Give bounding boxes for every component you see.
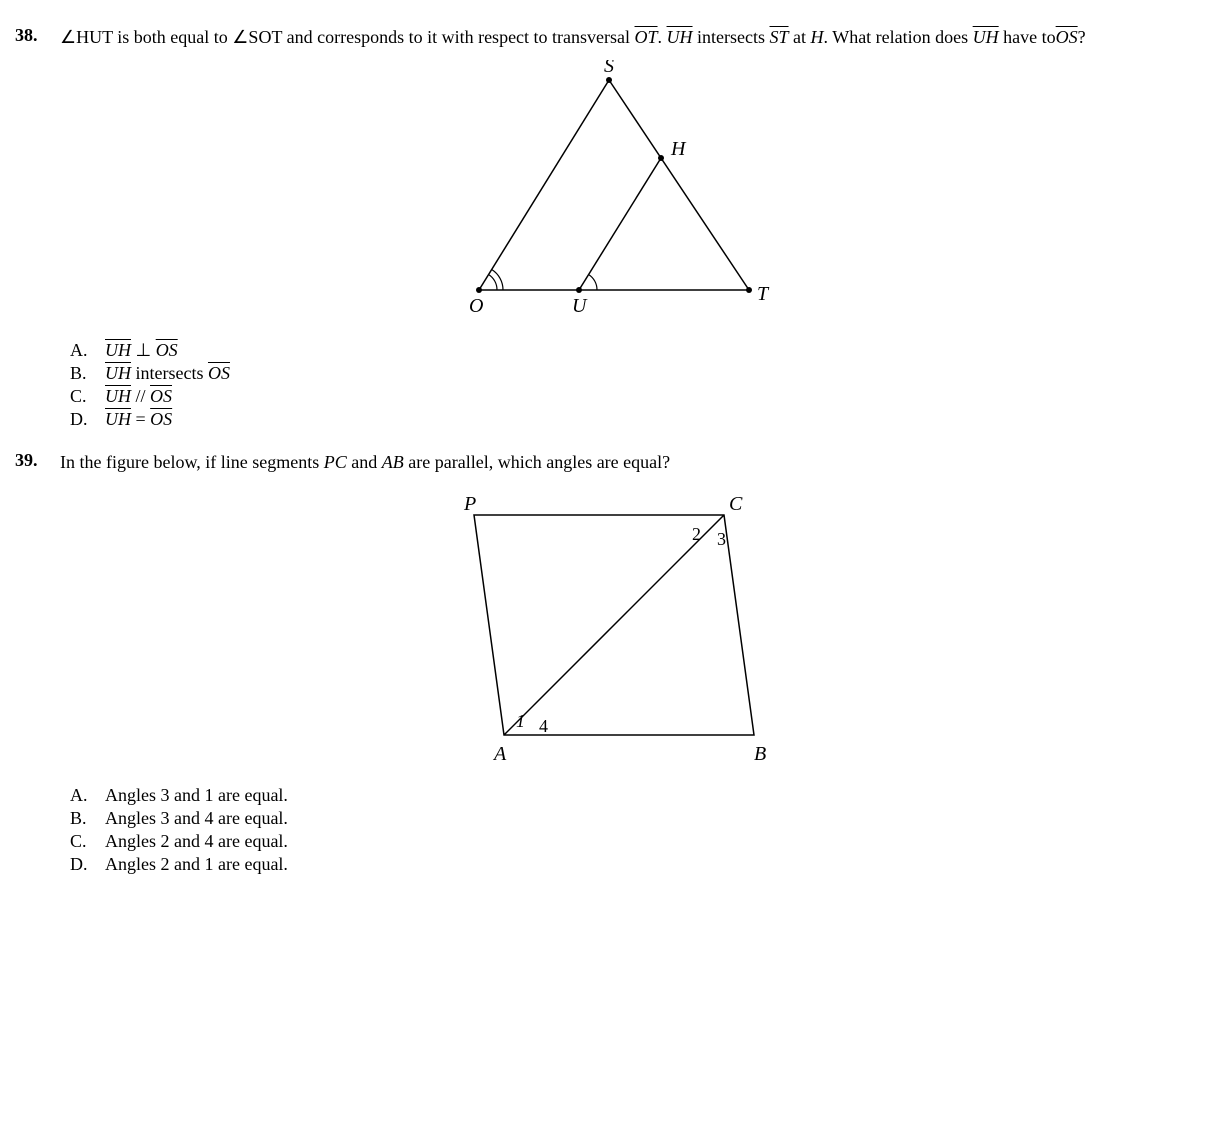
question-39-head: 39. In the figure below, if line segment…: [15, 450, 1212, 475]
q38-a-seg2: OS: [156, 340, 178, 360]
q38-choice-b-text: UH intersects OS: [105, 363, 230, 384]
q38-a-rel: ⊥: [131, 340, 156, 360]
q39-choice-b-letter: B.: [70, 808, 105, 829]
question-39-text: In the figure below, if line segments PC…: [60, 450, 670, 475]
q39-angle-2: 2: [692, 524, 701, 544]
q38-c-seg1: UH: [105, 386, 131, 406]
q38-choices: A. UH ⊥ OS B. UH intersects OS C. UH // …: [70, 340, 1212, 430]
q38-choice-b: B. UH intersects OS: [70, 363, 1212, 384]
q39-choice-b-text: Angles 3 and 4 are equal.: [105, 808, 288, 829]
question-38-number: 38.: [15, 25, 50, 46]
q39-angle-3: 3: [717, 529, 726, 549]
q38-text-p4: at: [789, 27, 811, 47]
q39-choice-b: B. Angles 3 and 4 are equal.: [70, 808, 1212, 829]
q38-text-p6: have to: [999, 27, 1056, 47]
q39-choice-a-letter: A.: [70, 785, 105, 806]
question-38: 38. ∠HUT is both equal to ∠SOT and corre…: [15, 25, 1212, 430]
q38-d-seg2: OS: [150, 409, 172, 429]
q38-label-o: O: [469, 295, 483, 317]
q38-figure: S H O U T: [15, 60, 1212, 330]
q39-choice-c-letter: C.: [70, 831, 105, 852]
question-39-number: 39.: [15, 450, 50, 471]
q39-text-p3: are parallel, which angles are equal?: [404, 452, 670, 472]
q39-choices: A. Angles 3 and 1 are equal. B. Angles 3…: [70, 785, 1212, 875]
q38-choice-d-text: UH = OS: [105, 409, 172, 430]
q38-choice-c: C. UH // OS: [70, 386, 1212, 407]
question-39: 39. In the figure below, if line segment…: [15, 450, 1212, 875]
question-38-text: ∠HUT is both equal to ∠SOT and correspon…: [60, 25, 1086, 50]
q38-c-seg2: OS: [150, 386, 172, 406]
q39-angle-4: 4: [539, 716, 548, 736]
q38-text-p2: .: [658, 27, 667, 47]
q38-label-u: U: [572, 295, 588, 317]
q39-seg-pc: PC: [324, 452, 347, 472]
q39-label-c: C: [729, 493, 743, 515]
q38-a-seg1: UH: [105, 340, 131, 360]
q39-label-b: B: [754, 743, 766, 765]
q39-text-p1: In the figure below, if line segments: [60, 452, 324, 472]
q39-choice-a: A. Angles 3 and 1 are equal.: [70, 785, 1212, 806]
q38-choice-c-text: UH // OS: [105, 386, 172, 407]
q39-label-p: P: [463, 493, 476, 515]
q39-seg-ab: AB: [382, 452, 404, 472]
q39-label-a: A: [492, 743, 507, 765]
q38-c-rel: //: [131, 386, 150, 406]
q38-text-p5: . What relation does: [824, 27, 973, 47]
q38-choice-d: D. UH = OS: [70, 409, 1212, 430]
q38-seg-uh: UH: [667, 27, 693, 47]
q38-seg-os: OS: [1056, 27, 1078, 47]
q38-b-seg2: OS: [208, 363, 230, 383]
q38-choice-d-letter: D.: [70, 409, 105, 430]
q39-text-p2: and: [347, 452, 382, 472]
q38-svg: S H O U T: [439, 60, 789, 330]
q38-text-p7: ?: [1078, 27, 1086, 47]
q38-seg-st: ST: [770, 27, 789, 47]
q39-angle-1: 1: [516, 711, 525, 731]
q38-seg-ot: OT: [635, 27, 658, 47]
q38-choice-a-letter: A.: [70, 340, 105, 361]
q38-choice-a: A. UH ⊥ OS: [70, 340, 1212, 361]
q38-b-rel: intersects: [131, 363, 208, 383]
q39-choice-d-letter: D.: [70, 854, 105, 875]
q38-italic-h: H: [811, 27, 824, 47]
q38-d-seg1: UH: [105, 409, 131, 429]
q38-text-p1: ∠HUT is both equal to ∠SOT and correspon…: [60, 27, 635, 47]
q38-d-rel: =: [131, 409, 150, 429]
q38-text-p3: intersects: [693, 27, 770, 47]
q38-choice-c-letter: C.: [70, 386, 105, 407]
q38-choice-a-text: UH ⊥ OS: [105, 340, 178, 361]
q39-figure: P C A B 2 3 1 4: [15, 485, 1212, 775]
q39-choice-d-text: Angles 2 and 1 are equal.: [105, 854, 288, 875]
q39-choice-a-text: Angles 3 and 1 are equal.: [105, 785, 288, 806]
q38-b-seg1: UH: [105, 363, 131, 383]
q39-svg: P C A B 2 3 1 4: [434, 485, 794, 775]
q38-label-h: H: [670, 138, 687, 160]
q38-choice-b-letter: B.: [70, 363, 105, 384]
q38-label-t: T: [757, 283, 770, 305]
question-38-head: 38. ∠HUT is both equal to ∠SOT and corre…: [15, 25, 1212, 50]
q39-choice-d: D. Angles 2 and 1 are equal.: [70, 854, 1212, 875]
q38-label-s: S: [604, 60, 614, 77]
q39-choice-c: C. Angles 2 and 4 are equal.: [70, 831, 1212, 852]
q38-seg-uh2: UH: [973, 27, 999, 47]
q39-choice-c-text: Angles 2 and 4 are equal.: [105, 831, 288, 852]
